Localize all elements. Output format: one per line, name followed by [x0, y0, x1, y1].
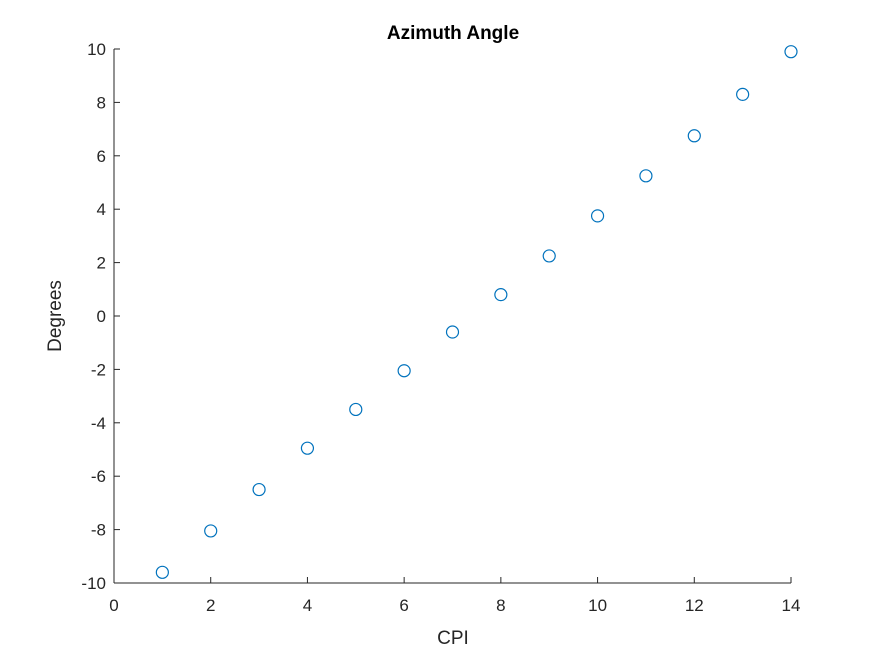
data-point — [300, 441, 315, 455]
data-point — [204, 524, 218, 538]
y-axis-label: Degrees — [45, 280, 66, 352]
y-axis: -10 -8 -6 -4 -2 0 2 4 6 8 10 — [81, 40, 120, 593]
y-tick-label: -6 — [91, 467, 106, 486]
data-point — [349, 402, 363, 417]
data-point — [494, 288, 508, 302]
y-tick-label: 6 — [97, 147, 106, 166]
y-tick-label: 10 — [87, 40, 106, 59]
x-tick-label: 4 — [303, 596, 312, 615]
data-points — [155, 45, 798, 579]
y-tick-label: 4 — [97, 200, 106, 219]
y-tick-label: -2 — [91, 360, 106, 379]
data-point — [639, 169, 653, 183]
chart-title: Azimuth Angle — [387, 23, 519, 44]
data-point — [155, 565, 169, 579]
data-point — [445, 325, 460, 339]
data-point — [590, 209, 605, 223]
x-tick-label: 14 — [782, 596, 801, 615]
x-tick-label: 12 — [685, 596, 704, 615]
data-point — [397, 364, 411, 378]
x-axis-label: CPI — [437, 628, 469, 649]
x-tick-label: 0 — [109, 596, 118, 615]
data-point — [784, 45, 798, 59]
data-point — [252, 482, 266, 497]
data-point — [687, 129, 701, 143]
y-tick-label: -8 — [91, 521, 106, 540]
y-tick-label: 2 — [97, 254, 106, 273]
y-tick-label: -10 — [81, 574, 106, 593]
x-tick-label: 8 — [496, 596, 505, 615]
y-tick-label: 8 — [97, 93, 106, 112]
x-tick-label: 6 — [399, 596, 408, 615]
data-point — [542, 249, 556, 263]
x-tick-label: 10 — [588, 596, 607, 615]
x-axis: 0 2 4 6 8 10 12 14 — [109, 577, 800, 615]
y-tick-label: 0 — [97, 307, 106, 326]
data-point — [736, 87, 750, 101]
x-tick-label: 2 — [206, 596, 215, 615]
y-tick-label: -4 — [91, 414, 106, 433]
